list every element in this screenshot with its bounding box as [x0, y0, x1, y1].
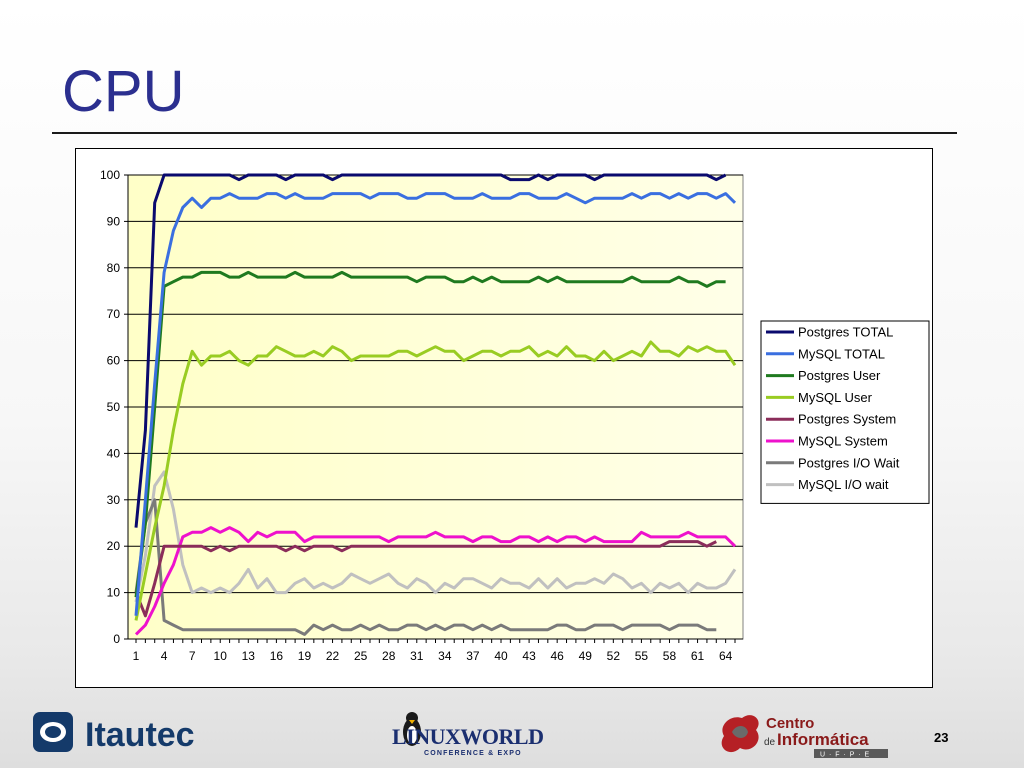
series-line-mysql-i-o-wait: [134, 470, 737, 603]
x-tick-label: 1: [133, 649, 140, 663]
y-tick-label: 100: [100, 168, 120, 182]
x-tick-label: 37: [466, 649, 480, 663]
legend-label-postgres-i-o-wait: Postgres I/O Wait: [798, 455, 900, 470]
legend-label-postgres-user: Postgres User: [798, 368, 881, 383]
x-tick-label: 46: [550, 649, 564, 663]
x-tick-label: 49: [579, 649, 593, 663]
y-tick-label: 20: [107, 539, 121, 553]
y-tick-label: 40: [107, 446, 121, 460]
x-tick-label: 52: [607, 649, 621, 663]
series-line-postgres-user: [134, 270, 726, 598]
x-tick-label: 19: [298, 649, 312, 663]
legend-label-mysql-total: MySQL TOTAL: [798, 346, 885, 361]
series-line-mysql-user: [134, 340, 737, 621]
centro-informatica-logo: Centro de Informática U · F · P · E: [716, 706, 916, 767]
x-tick-label: 22: [326, 649, 340, 663]
slide-title: CPU: [62, 59, 185, 124]
legend-label-mysql-i-o-wait: MySQL I/O wait: [798, 477, 889, 492]
x-tick-label: 58: [663, 649, 677, 663]
x-tick-label: 28: [382, 649, 396, 663]
linuxworld-logo: LINUXWORLD CONFERENCE & EXPO: [388, 706, 563, 763]
series-line-postgres-system: [134, 540, 717, 618]
y-tick-label: 60: [107, 354, 121, 368]
series-line-postgres-total: [134, 173, 727, 528]
y-tick-label: 50: [107, 400, 121, 414]
series-line-mysql-system: [134, 526, 737, 636]
x-tick-label: 55: [635, 649, 649, 663]
x-tick-label: 31: [410, 649, 424, 663]
legend-label-postgres-system: Postgres System: [798, 412, 896, 427]
legend-label-mysql-user: MySQL User: [798, 390, 873, 405]
x-tick-label: 7: [189, 649, 196, 663]
centro-line1: Centro: [766, 715, 814, 732]
y-tick-label: 90: [107, 214, 121, 228]
legend-label-mysql-system: MySQL System: [798, 434, 888, 449]
x-tick-label: 16: [270, 649, 284, 663]
itautec-wordmark: Itautec: [85, 716, 195, 754]
linuxworld-subtitle: CONFERENCE & EXPO: [424, 750, 522, 757]
x-tick-label: 10: [214, 649, 228, 663]
x-tick-label: 64: [719, 649, 733, 663]
x-tick-label: 61: [691, 649, 705, 663]
series-line-mysql-total: [134, 192, 737, 616]
x-tick-label: 34: [438, 649, 452, 663]
y-tick-label: 0: [113, 632, 120, 646]
y-tick-label: 30: [107, 493, 121, 507]
y-tick-label: 10: [107, 586, 121, 600]
penguin-icon: [403, 712, 421, 746]
linuxworld-wordmark: LINUXWORLD: [392, 724, 543, 749]
x-tick-label: 25: [354, 649, 368, 663]
line-chart: 0 10 20 30 40 50 60 70 80 90 100 1 4 7 10 13 16 19 22 25 28 3…: [100, 168, 930, 663]
title-underline: [52, 132, 957, 134]
itautec-emblem-icon: [33, 712, 73, 752]
centro-subtitle: U · F · P · E: [820, 752, 870, 759]
legend-box: [760, 320, 930, 504]
itautec-logo: Itautec: [33, 712, 233, 754]
legend-label-postgres-total: Postgres TOTAL: [798, 325, 893, 340]
centro-line2-prefix: de: [764, 737, 776, 748]
centro-line2: Informática: [777, 730, 869, 749]
y-tick-label: 70: [107, 307, 121, 321]
x-tick-label: 4: [161, 649, 168, 663]
y-tick-label: 80: [107, 261, 121, 275]
x-tick-label: 40: [494, 649, 508, 663]
series-line-postgres-i-o-wait: [134, 498, 717, 636]
x-tick-label: 43: [522, 649, 536, 663]
page-number: 23: [934, 730, 949, 745]
centro-emblem-icon: [721, 715, 759, 753]
x-tick-label: 13: [242, 649, 256, 663]
chart-frame: 0 10 20 30 40 50 60 70 80 90 100 1 4 7 10 13 16 19 22 25 28 3…: [75, 148, 933, 688]
